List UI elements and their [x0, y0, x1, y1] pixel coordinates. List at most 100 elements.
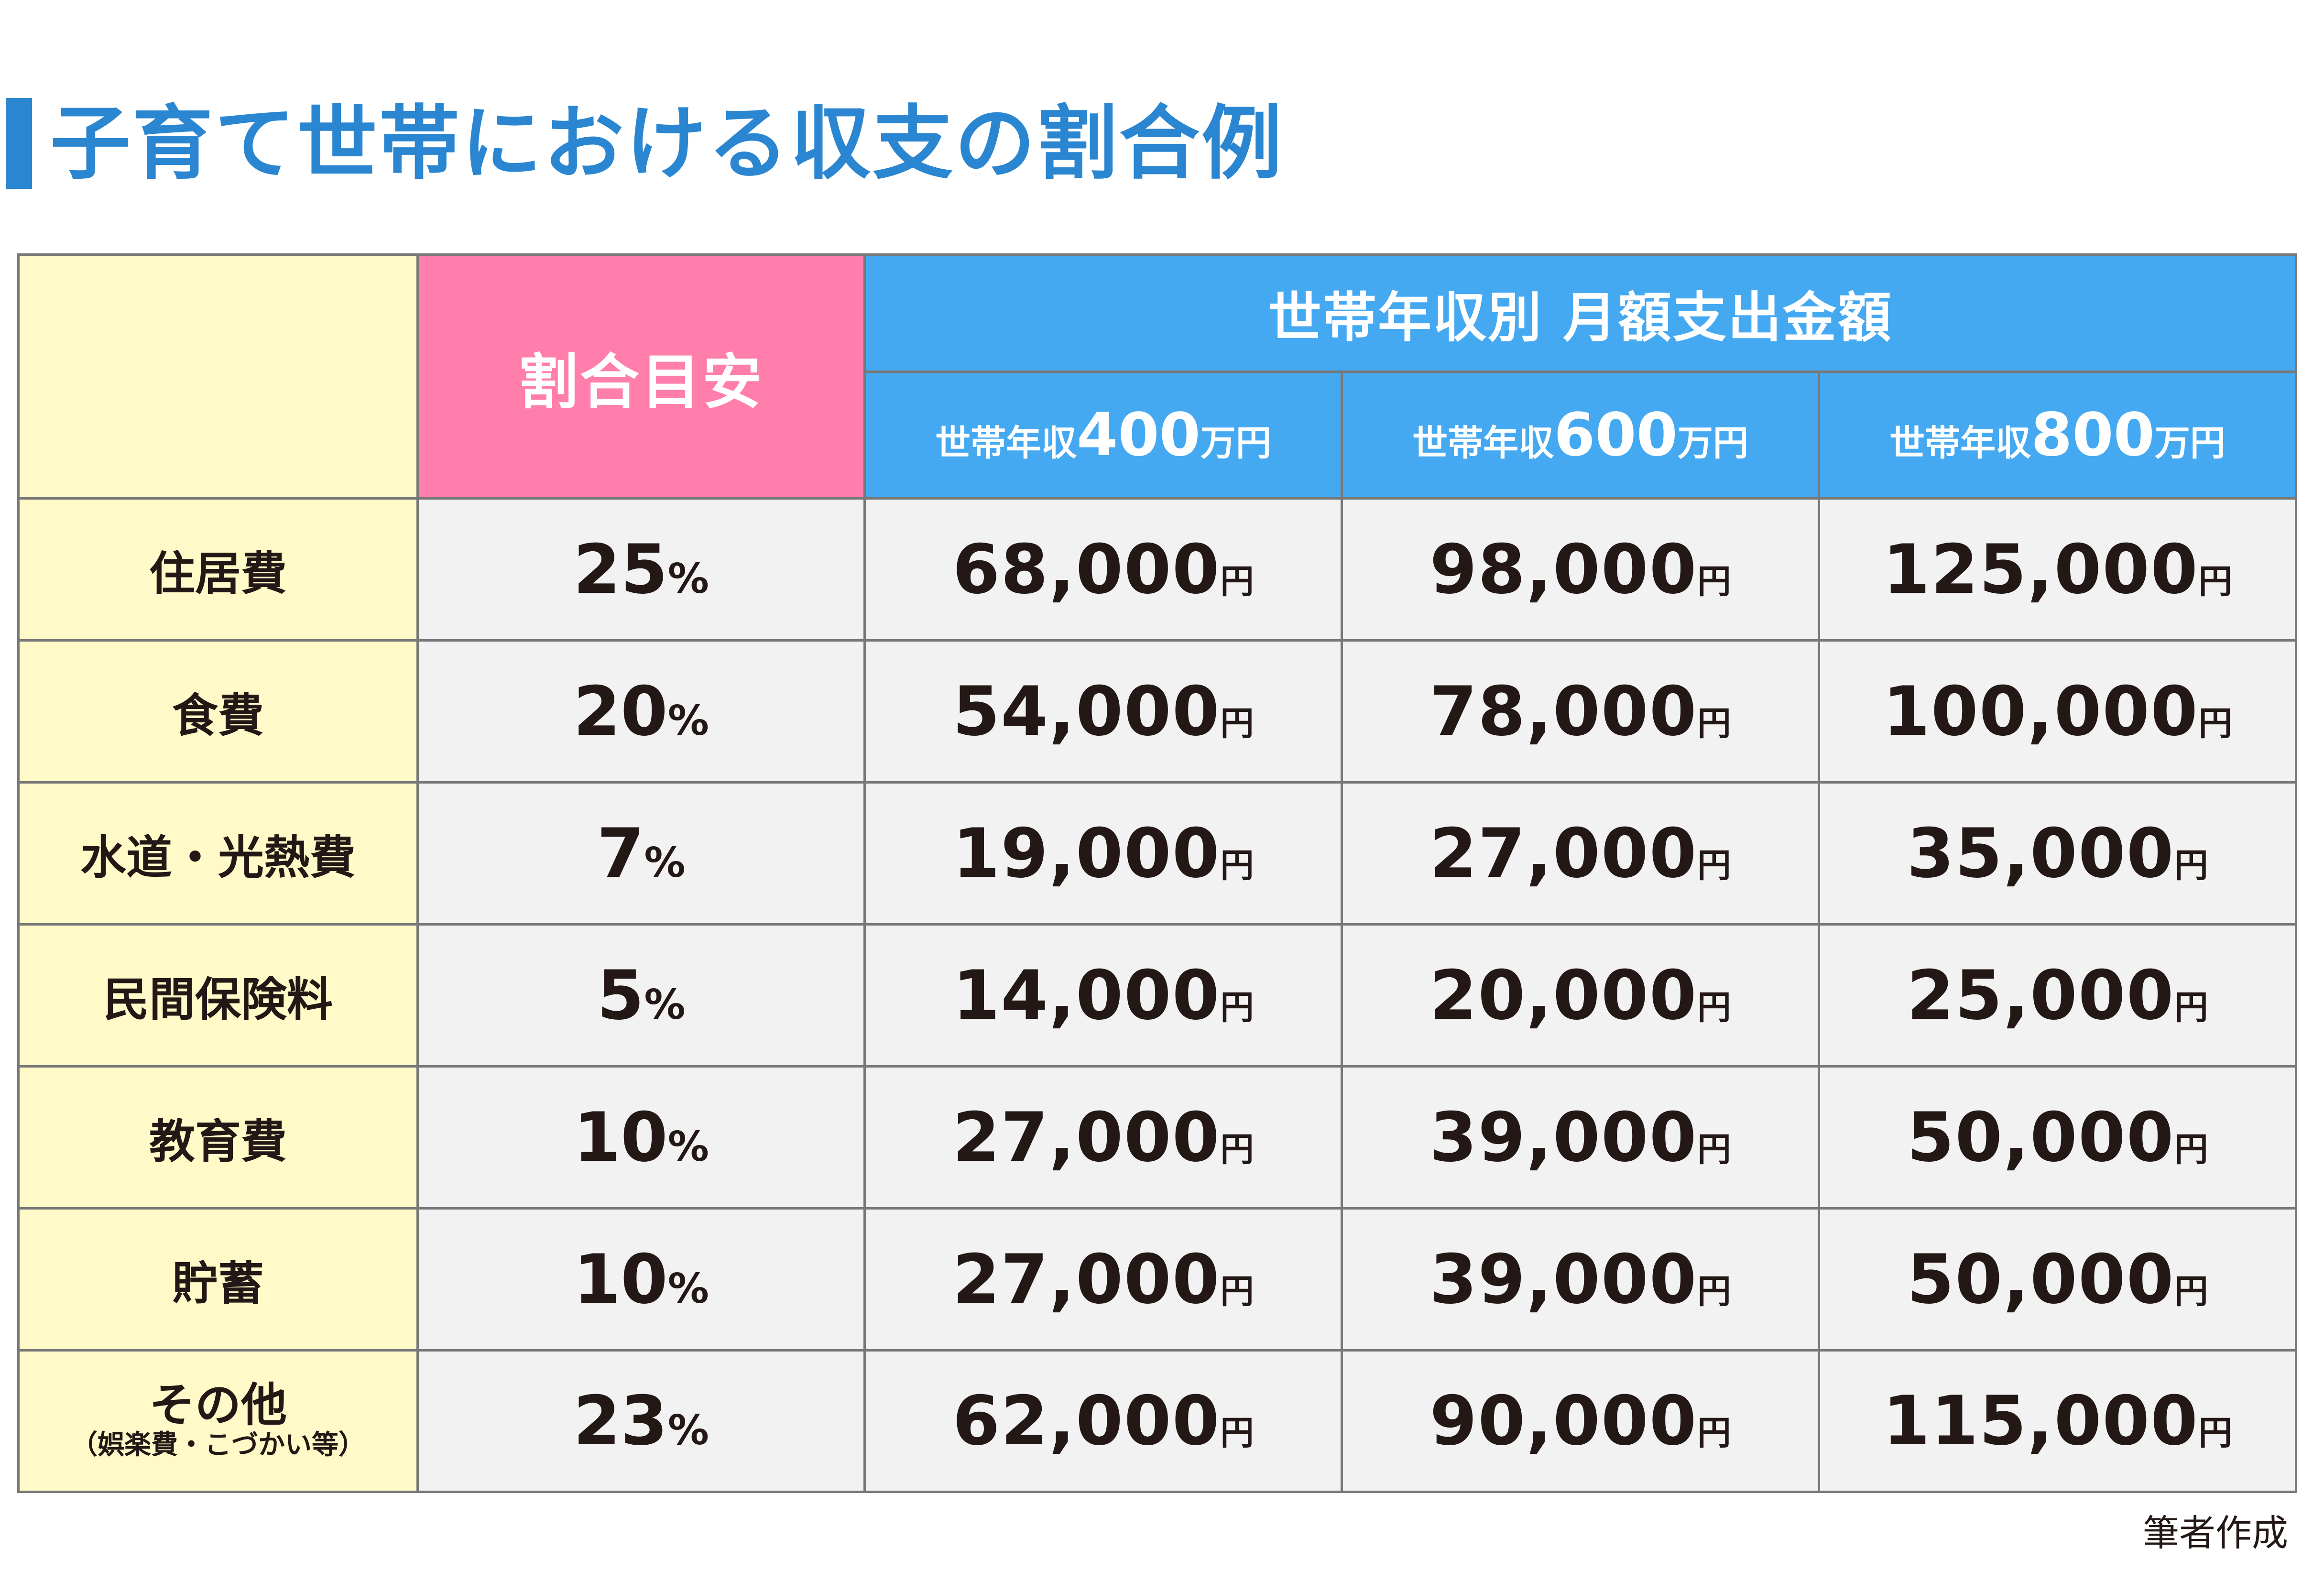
- amount-cell: 39,000円: [1341, 1065, 1820, 1210]
- amount-unit: 円: [1697, 1413, 1731, 1452]
- amount-cell: 54,000円: [863, 639, 1343, 784]
- row-label: その他 （娯楽費・こづかい等）: [17, 1349, 419, 1493]
- amount-value: 39,000: [1429, 1098, 1698, 1177]
- ratio-unit: %: [667, 697, 709, 745]
- amount-value: 20,000: [1429, 956, 1698, 1035]
- ratio-unit: %: [667, 1265, 709, 1313]
- ratio-cell: 25%: [416, 497, 866, 642]
- amount-value: 68,000: [952, 530, 1221, 609]
- row-label-text: 貯蓄: [172, 1256, 264, 1310]
- amount-cell: 14,000円: [863, 923, 1343, 1068]
- amount-unit: 円: [1220, 703, 1254, 743]
- income-header-1: 世帯年収600万円: [1341, 371, 1820, 500]
- amount-unit: 円: [2174, 1271, 2208, 1311]
- amount-value: 27,000: [952, 1098, 1221, 1177]
- amount-value: 54,000: [952, 672, 1221, 751]
- row-label: 教育費: [17, 1065, 419, 1210]
- amount-unit: 円: [2198, 561, 2232, 601]
- amount-unit: 円: [1697, 703, 1731, 743]
- amount-unit: 円: [2174, 845, 2208, 885]
- amount-value: 90,000: [1429, 1382, 1698, 1461]
- amount-cell: 35,000円: [1817, 781, 2298, 926]
- row-label: 住居費: [17, 497, 419, 642]
- amount-unit: 円: [1697, 1129, 1731, 1169]
- ratio-value: 7: [597, 814, 644, 893]
- amount-value: 39,000: [1429, 1240, 1698, 1319]
- income-header-2: 世帯年収800万円: [1817, 371, 2298, 500]
- expense-table: 割合目安 世帯年収別 月額支出金額 世帯年収400万円 世帯年収600万円 世帯年収…: [17, 253, 2298, 1493]
- ratio-value: 20: [573, 672, 668, 751]
- row-label-text: 水道・光熱費: [80, 830, 356, 884]
- amount-value: 14,000: [952, 956, 1221, 1035]
- page-title-block: 子育て世帯における収支の割合例: [6, 96, 1284, 191]
- income-header-0: 世帯年収400万円: [863, 371, 1343, 500]
- amount-cell: 27,000円: [1341, 781, 1820, 926]
- amount-cell: 62,000円: [863, 1349, 1343, 1493]
- amount-unit: 円: [2198, 703, 2232, 743]
- title-accent-bar: [6, 98, 32, 189]
- row-label: 食費: [17, 639, 419, 784]
- row-label-text: 住居費: [149, 546, 287, 600]
- amount-unit: 円: [1220, 1129, 1254, 1169]
- ratio-unit: %: [667, 555, 709, 603]
- amount-unit: 円: [1697, 561, 1731, 601]
- row-label: 貯蓄: [17, 1207, 419, 1352]
- table-row: 貯蓄 10% 27,000円 39,000円 50,000円: [17, 1207, 2298, 1352]
- income-value: 400: [1077, 401, 1200, 469]
- page-title: 子育て世帯における収支の割合例: [50, 97, 1284, 190]
- amount-value: 35,000: [1907, 814, 2175, 893]
- row-label-text: 民間保険料: [103, 972, 333, 1026]
- amount-unit: 円: [1220, 561, 1254, 601]
- amount-cell: 19,000円: [863, 781, 1343, 926]
- amount-value: 98,000: [1429, 530, 1698, 609]
- amount-cell: 27,000円: [863, 1207, 1343, 1352]
- row-label-text: その他: [149, 1378, 287, 1432]
- row-label: 民間保険料: [17, 923, 419, 1068]
- amount-value: 62,000: [952, 1382, 1221, 1461]
- amount-cell: 78,000円: [1341, 639, 1820, 784]
- ratio-cell: 10%: [416, 1207, 866, 1352]
- amount-cell: 25,000円: [1817, 923, 2298, 1068]
- amount-cell: 100,000円: [1817, 639, 2298, 784]
- income-prefix: 世帯年収: [1889, 423, 2031, 464]
- ratio-header: 割合目安: [416, 253, 866, 500]
- row-label-text: 教育費: [149, 1114, 287, 1168]
- amount-unit: 円: [2174, 1129, 2208, 1169]
- ratio-cell: 7%: [416, 781, 866, 926]
- amount-unit: 円: [1220, 845, 1254, 885]
- amount-value: 115,000: [1883, 1382, 2199, 1461]
- amount-unit: 円: [1697, 987, 1731, 1027]
- amount-cell: 39,000円: [1341, 1207, 1820, 1352]
- amount-value: 100,000: [1883, 672, 2199, 751]
- amount-unit: 円: [1697, 845, 1731, 885]
- amount-unit: 円: [1220, 1271, 1254, 1311]
- source-note: 筆者作成: [2143, 1512, 2288, 1554]
- row-label: 水道・光熱費: [17, 781, 419, 926]
- amount-value: 125,000: [1883, 530, 2199, 609]
- income-prefix: 世帯年収: [1412, 423, 1554, 464]
- table-row: 水道・光熱費 7% 19,000円 27,000円 35,000円: [17, 781, 2298, 926]
- ratio-unit: %: [667, 1407, 709, 1454]
- amount-value: 50,000: [1907, 1098, 2175, 1177]
- amount-cell: 90,000円: [1341, 1349, 1820, 1493]
- row-label-text: 食費: [172, 688, 264, 742]
- amount-cell: 27,000円: [863, 1065, 1343, 1210]
- amount-cell: 98,000円: [1341, 497, 1820, 642]
- income-value: 600: [1554, 401, 1678, 469]
- ratio-cell: 20%: [416, 639, 866, 784]
- amount-cell: 68,000円: [863, 497, 1343, 642]
- group-header: 世帯年収別 月額支出金額: [863, 253, 2298, 373]
- table-row: 住居費 25% 68,000円 98,000円 125,000円: [17, 497, 2298, 642]
- row-sublabel-text: （娯楽費・こづかい等）: [71, 1429, 365, 1461]
- amount-unit: 円: [1697, 1271, 1731, 1311]
- table-row: 教育費 10% 27,000円 39,000円 50,000円: [17, 1065, 2298, 1210]
- amount-cell: 125,000円: [1817, 497, 2298, 642]
- amount-cell: 50,000円: [1817, 1207, 2298, 1352]
- ratio-cell: 10%: [416, 1065, 866, 1210]
- ratio-value: 23: [573, 1382, 668, 1461]
- ratio-unit: %: [667, 1123, 709, 1171]
- ratio-cell: 23%: [416, 1349, 866, 1493]
- amount-cell: 115,000円: [1817, 1349, 2298, 1493]
- income-suffix: 万円: [1200, 423, 1271, 464]
- amount-value: 78,000: [1429, 672, 1698, 751]
